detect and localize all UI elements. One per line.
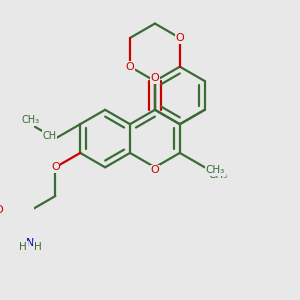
Text: N: N [26, 238, 34, 248]
Text: CH₃: CH₃ [206, 165, 225, 175]
Text: O: O [51, 162, 60, 172]
Text: O: O [151, 166, 159, 176]
Text: O: O [0, 206, 3, 215]
Text: CH₃: CH₃ [21, 115, 40, 125]
Text: O: O [126, 62, 134, 72]
Text: O: O [176, 33, 184, 43]
Text: O: O [151, 73, 159, 83]
Text: CH: CH [42, 131, 56, 141]
Text: H: H [34, 242, 42, 252]
Text: CH₃: CH₃ [209, 170, 228, 180]
Text: H: H [19, 242, 27, 252]
